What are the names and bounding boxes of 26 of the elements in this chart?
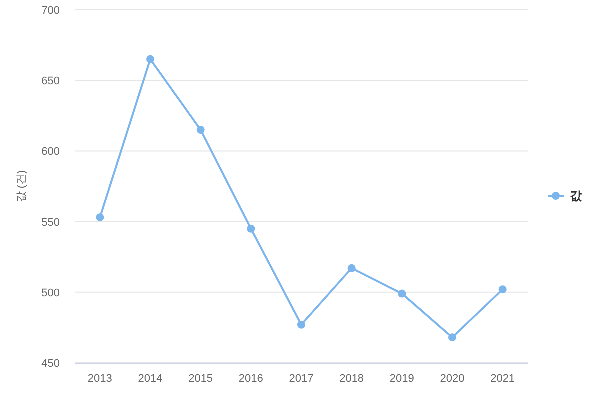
- x-tick-label: 2021: [490, 373, 516, 385]
- y-tick-label: 600: [42, 146, 60, 158]
- point: [448, 334, 456, 342]
- point: [196, 126, 205, 134]
- y-tick-label: 550: [42, 216, 60, 229]
- x-tick-label: 2014: [138, 373, 163, 385]
- x-tick-label: 2015: [188, 373, 214, 385]
- x-tick-label: 2013: [88, 373, 112, 385]
- y-tick-label: 700: [42, 5, 60, 17]
- y-axis-title: 값 (건): [16, 170, 28, 203]
- x-tick-label: 2016: [238, 373, 264, 385]
- point: [398, 290, 406, 298]
- x-tick-label: 2020: [440, 373, 465, 385]
- point: [146, 55, 154, 64]
- y-tick-label: 500: [42, 287, 60, 300]
- point: [348, 264, 356, 272]
- point: [247, 224, 256, 233]
- legend-label: 값: [570, 189, 583, 203]
- y-tick-label: 450: [42, 358, 60, 370]
- point: [298, 320, 306, 329]
- x-tick-label: 2018: [340, 373, 364, 385]
- point: [498, 286, 507, 294]
- x-tick-label: 2017: [289, 373, 314, 385]
- point: [96, 214, 104, 222]
- y-tick-label: 650: [42, 76, 60, 88]
- x-tick-label: 2019: [390, 373, 414, 385]
